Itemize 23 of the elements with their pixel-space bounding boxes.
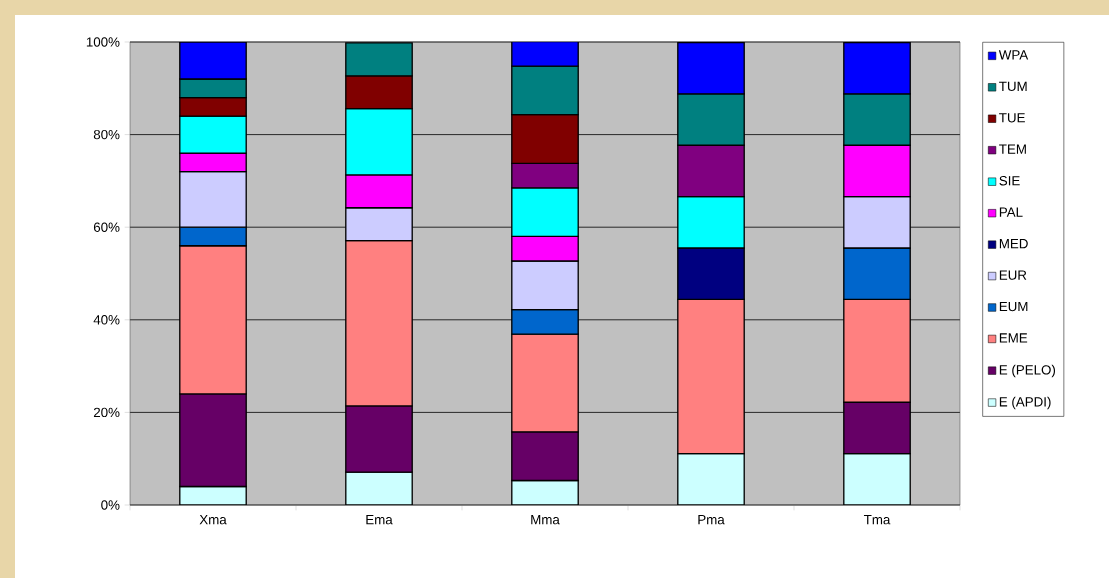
legend-label: TEM	[999, 144, 1026, 154]
y-tick-label: 80%	[93, 129, 120, 140]
legend-label: EUR	[999, 270, 1027, 280]
y-tick-label: 60%	[93, 222, 120, 232]
x-tick-label: Xma	[199, 515, 227, 525]
y-tick-label: 0%	[101, 500, 120, 510]
x-tick-label: Tma	[863, 515, 891, 525]
legend-label: EUM	[999, 301, 1028, 312]
legend-label: EME	[999, 333, 1028, 343]
y-tick-label: 20%	[93, 407, 120, 418]
legend-label: TUM	[999, 81, 1027, 92]
legend-label: WPA	[998, 50, 1029, 60]
x-tick-label: Ema	[366, 515, 393, 525]
y-tick-label: 40%	[93, 315, 120, 325]
legend-label: PAL	[999, 207, 1023, 217]
x-tick-label: Pma	[698, 515, 725, 525]
legend-label: TUE	[999, 113, 1025, 123]
x-tick-label: Mma	[531, 515, 560, 525]
legend-label: SIE	[999, 176, 1020, 186]
y-tick-label: 100%	[86, 37, 120, 47]
legend-label: E (APDI)	[999, 396, 1051, 410]
legend-label: E (PELO)	[999, 364, 1056, 378]
legend-label: MED	[999, 239, 1028, 249]
